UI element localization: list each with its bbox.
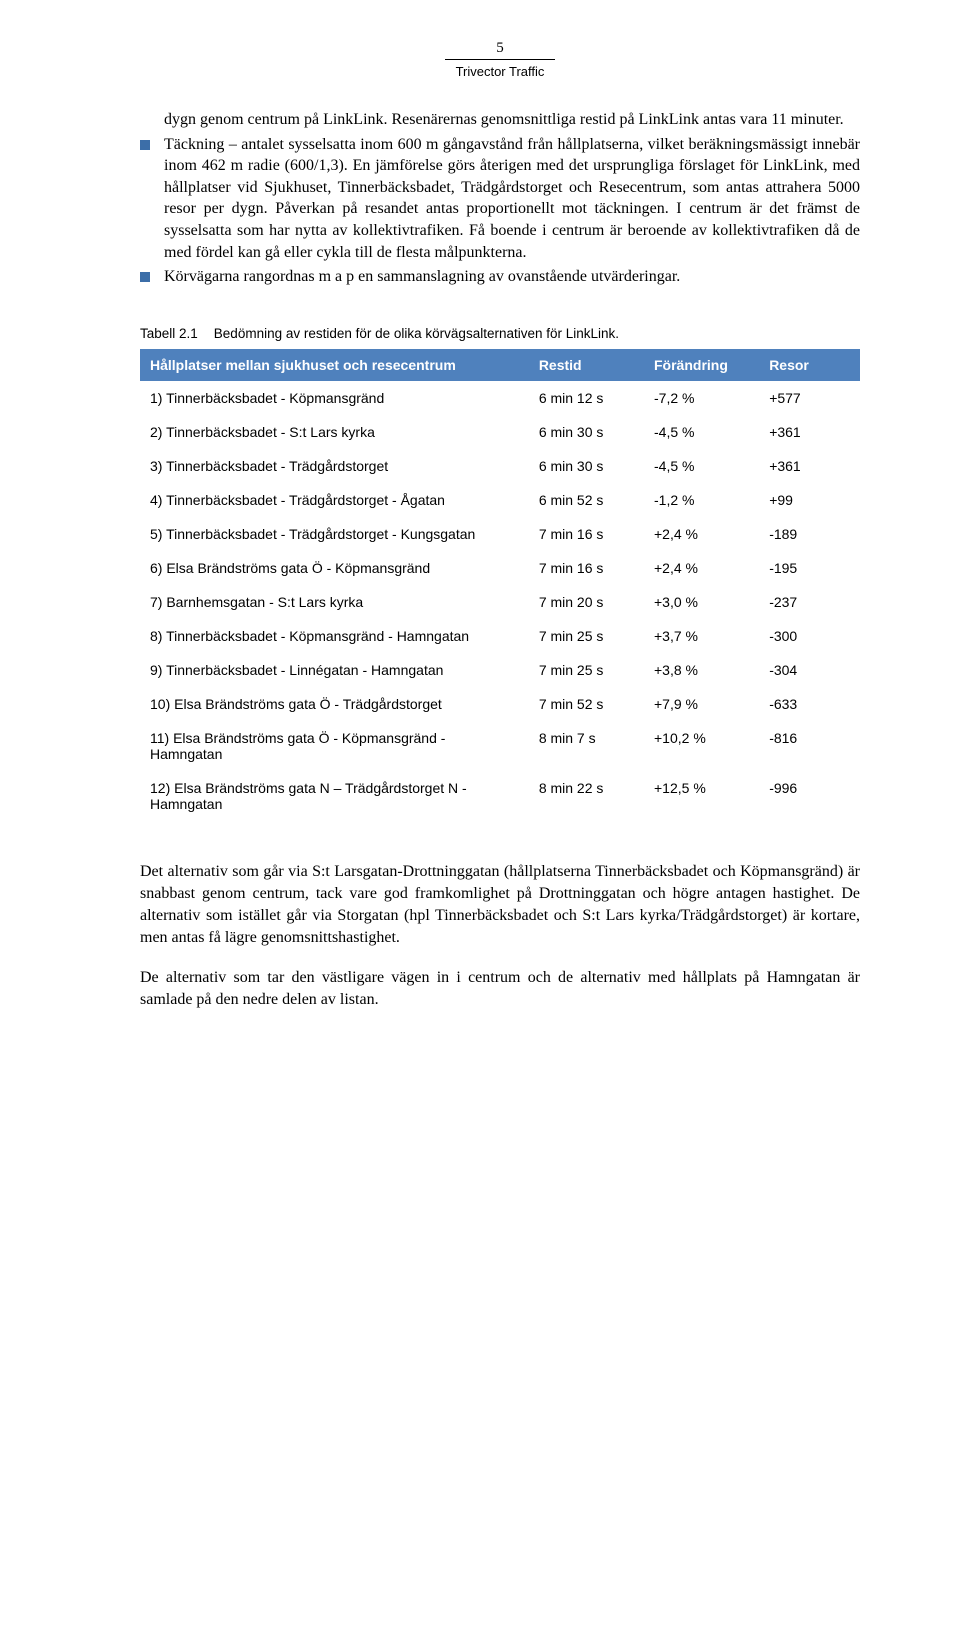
closing-paragraph-2: De alternativ som tar den västligare väg… <box>140 967 860 1011</box>
table-row: 9) Tinnerbäcksbadet - Linnégatan - Hamng… <box>140 653 860 687</box>
bullet-text: Körvägarna rangordnas m a p en sammansla… <box>164 266 860 288</box>
cell-hallplatser: 10) Elsa Brändströms gata Ö - Trädgårdst… <box>140 687 529 721</box>
cell-hallplatser: 9) Tinnerbäcksbadet - Linnégatan - Hamng… <box>140 653 529 687</box>
cell-resor: +361 <box>759 415 860 449</box>
cell-restid: 8 min 22 s <box>529 771 644 821</box>
th-hallplatser: Hållplatser mellan sjukhuset och resecen… <box>140 349 529 381</box>
cell-hallplatser: 12) Elsa Brändströms gata N – Trädgårdst… <box>140 771 529 821</box>
cell-forandring: +3,0 % <box>644 585 759 619</box>
square-bullet-icon <box>140 272 150 282</box>
table-row: 7) Barnhemsgatan - S:t Lars kyrka7 min 2… <box>140 585 860 619</box>
cell-forandring: +3,7 % <box>644 619 759 653</box>
cell-forandring: -4,5 % <box>644 415 759 449</box>
cell-forandring: +10,2 % <box>644 721 759 771</box>
cell-forandring: -7,2 % <box>644 381 759 415</box>
table-row: 11) Elsa Brändströms gata Ö - Köpmansgrä… <box>140 721 860 771</box>
closing-block: Det alternativ som går via S:t Larsgatan… <box>140 861 860 1011</box>
table-row: 4) Tinnerbäcksbadet - Trädgårdstorget - … <box>140 483 860 517</box>
table-caption: Tabell 2.1 Bedömning av restiden för de … <box>140 326 860 341</box>
cell-restid: 7 min 25 s <box>529 653 644 687</box>
cell-restid: 6 min 30 s <box>529 449 644 483</box>
cell-hallplatser: 2) Tinnerbäcksbadet - S:t Lars kyrka <box>140 415 529 449</box>
cell-forandring: -4,5 % <box>644 449 759 483</box>
square-bullet-icon <box>140 140 150 150</box>
table-caption-text: Bedömning av restiden för de olika körvä… <box>214 326 619 341</box>
document-page: 5 Trivector Traffic dygn genom centrum p… <box>0 0 960 1632</box>
cell-resor: +361 <box>759 449 860 483</box>
cell-hallplatser: 3) Tinnerbäcksbadet - Trädgårdstorget <box>140 449 529 483</box>
cell-forandring: +2,4 % <box>644 517 759 551</box>
cell-forandring: +12,5 % <box>644 771 759 821</box>
cell-restid: 6 min 12 s <box>529 381 644 415</box>
cell-hallplatser: 11) Elsa Brändströms gata Ö - Köpmansgrä… <box>140 721 529 771</box>
table-row: 12) Elsa Brändströms gata N – Trädgårdst… <box>140 771 860 821</box>
cell-hallplatser: 4) Tinnerbäcksbadet - Trädgårdstorget - … <box>140 483 529 517</box>
page-header: 5 Trivector Traffic <box>140 40 860 79</box>
cell-resor: -237 <box>759 585 860 619</box>
table-caption-label: Tabell 2.1 <box>140 326 198 341</box>
cell-resor: +577 <box>759 381 860 415</box>
cell-restid: 7 min 16 s <box>529 551 644 585</box>
cell-forandring: +2,4 % <box>644 551 759 585</box>
cell-resor: -633 <box>759 687 860 721</box>
table-body: 1) Tinnerbäcksbadet - Köpmansgränd6 min … <box>140 381 860 821</box>
cell-resor: -996 <box>759 771 860 821</box>
header-subtitle: Trivector Traffic <box>140 64 860 79</box>
bullet-item: Körvägarna rangordnas m a p en sammansla… <box>164 266 860 288</box>
cell-restid: 8 min 7 s <box>529 721 644 771</box>
table-row: 8) Tinnerbäcksbadet - Köpmansgränd - Ham… <box>140 619 860 653</box>
bullet-item: Täckning – antalet sysselsatta inom 600 … <box>164 134 860 264</box>
table-row: 6) Elsa Brändströms gata Ö - Köpmansgrän… <box>140 551 860 585</box>
cell-forandring: +3,8 % <box>644 653 759 687</box>
bullet-text: Täckning – antalet sysselsatta inom 600 … <box>164 134 860 264</box>
cell-resor: +99 <box>759 483 860 517</box>
page-number: 5 <box>140 40 860 57</box>
table-row: 3) Tinnerbäcksbadet - Trädgårdstorget6 m… <box>140 449 860 483</box>
body-text-block: dygn genom centrum på LinkLink. Resenäre… <box>164 109 860 288</box>
cell-restid: 6 min 52 s <box>529 483 644 517</box>
cell-forandring: +7,9 % <box>644 687 759 721</box>
intro-paragraph: dygn genom centrum på LinkLink. Resenäre… <box>164 109 860 131</box>
cell-hallplatser: 8) Tinnerbäcksbadet - Köpmansgränd - Ham… <box>140 619 529 653</box>
table-row: 2) Tinnerbäcksbadet - S:t Lars kyrka6 mi… <box>140 415 860 449</box>
cell-hallplatser: 6) Elsa Brändströms gata Ö - Köpmansgrän… <box>140 551 529 585</box>
table-row: 1) Tinnerbäcksbadet - Köpmansgränd6 min … <box>140 381 860 415</box>
cell-resor: -195 <box>759 551 860 585</box>
cell-resor: -304 <box>759 653 860 687</box>
cell-hallplatser: 1) Tinnerbäcksbadet - Köpmansgränd <box>140 381 529 415</box>
cell-restid: 7 min 52 s <box>529 687 644 721</box>
cell-hallplatser: 7) Barnhemsgatan - S:t Lars kyrka <box>140 585 529 619</box>
cell-resor: -300 <box>759 619 860 653</box>
closing-paragraph-1: Det alternativ som går via S:t Larsgatan… <box>140 861 860 949</box>
th-forandring: Förändring <box>644 349 759 381</box>
cell-resor: -816 <box>759 721 860 771</box>
cell-restid: 6 min 30 s <box>529 415 644 449</box>
th-resor: Resor <box>759 349 860 381</box>
table-row: 5) Tinnerbäcksbadet - Trädgårdstorget - … <box>140 517 860 551</box>
table-header-row: Hållplatser mellan sjukhuset och resecen… <box>140 349 860 381</box>
cell-restid: 7 min 16 s <box>529 517 644 551</box>
header-divider <box>445 59 555 60</box>
cell-restid: 7 min 20 s <box>529 585 644 619</box>
table-row: 10) Elsa Brändströms gata Ö - Trädgårdst… <box>140 687 860 721</box>
restid-table: Hållplatser mellan sjukhuset och resecen… <box>140 349 860 821</box>
cell-resor: -189 <box>759 517 860 551</box>
cell-forandring: -1,2 % <box>644 483 759 517</box>
cell-hallplatser: 5) Tinnerbäcksbadet - Trädgårdstorget - … <box>140 517 529 551</box>
th-restid: Restid <box>529 349 644 381</box>
cell-restid: 7 min 25 s <box>529 619 644 653</box>
